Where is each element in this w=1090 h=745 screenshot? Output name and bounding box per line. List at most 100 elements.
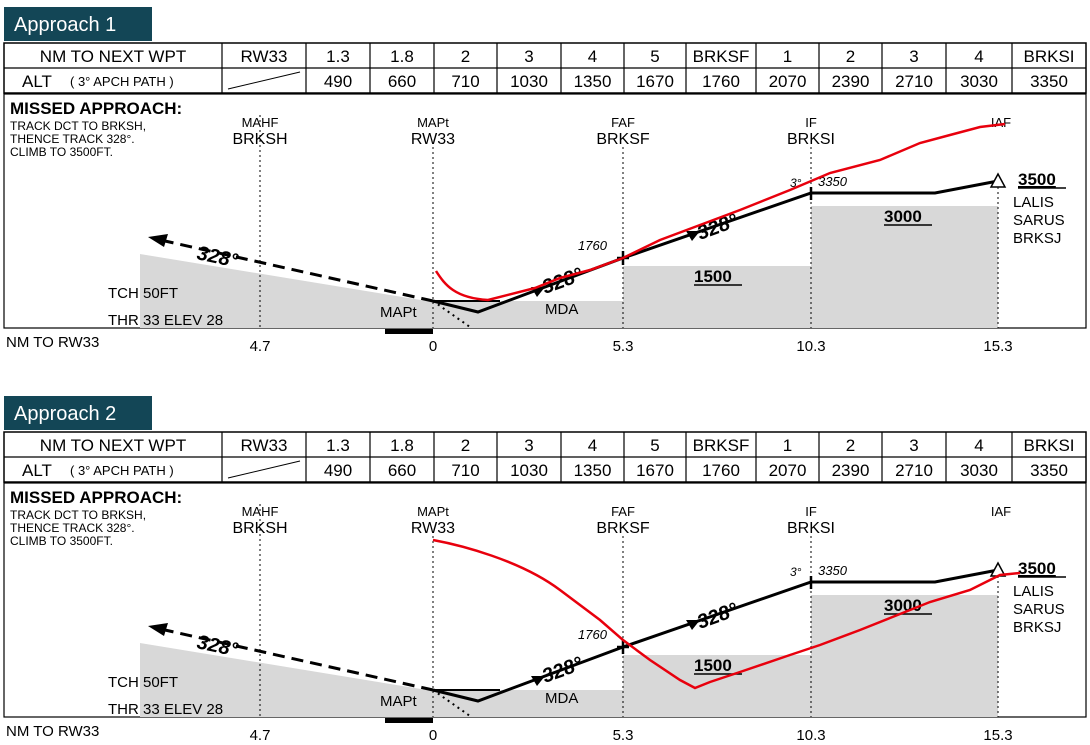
table-cell-alt: 3030 bbox=[960, 461, 998, 480]
missed-approach-line: TRACK DCT TO BRKSH, bbox=[10, 119, 146, 133]
iaf-triangle bbox=[989, 172, 1007, 188]
terrain-area-1500 bbox=[623, 655, 811, 717]
thr-label: THR 33 ELEV 28 bbox=[108, 312, 223, 329]
axis-tick-label: 15.3 bbox=[983, 727, 1012, 744]
table-cell-alt: 660 bbox=[388, 461, 416, 480]
mda-label: MDA bbox=[545, 690, 578, 707]
approach-arrowhead bbox=[686, 620, 700, 630]
table-cell-nm: 3 bbox=[909, 436, 918, 455]
msa-1500: 1500 bbox=[694, 267, 732, 286]
iaf-fix-name: SARUS bbox=[1013, 212, 1065, 229]
table-cell-alt: 490 bbox=[324, 72, 352, 91]
row-label-alt: ALT bbox=[22, 72, 52, 91]
table-cell-nm: 4 bbox=[588, 47, 597, 66]
mahf-fix-name: BRKSH bbox=[232, 131, 287, 148]
axis-tick-label: 0 bbox=[429, 727, 437, 744]
glide-angle: 3° bbox=[790, 565, 802, 579]
missed-approach-line: THENCE TRACK 328°. bbox=[10, 132, 135, 146]
iaf-fix-name: LALIS bbox=[1013, 194, 1054, 211]
table-cell-nm: 2 bbox=[846, 436, 855, 455]
table-cell-nm: RW33 bbox=[241, 436, 288, 455]
visual-segment bbox=[432, 689, 471, 717]
approach-arrowhead bbox=[531, 676, 545, 686]
table-cell-nm: RW33 bbox=[241, 47, 288, 66]
table-cell-nm: 5 bbox=[650, 436, 659, 455]
faf-fix-name: BRKSF bbox=[596, 131, 650, 148]
table-cell-nm: 5 bbox=[650, 47, 659, 66]
table-cell-alt: 3350 bbox=[1030, 461, 1068, 480]
terrain-area-missed bbox=[140, 254, 433, 328]
mapt-fix-name: RW33 bbox=[411, 131, 455, 148]
missed-approach-path bbox=[164, 628, 434, 692]
approach-tag-label: Approach 2 bbox=[14, 403, 116, 425]
mapt-small-label: MAPt bbox=[380, 693, 418, 710]
iaf-fix-name: SARUS bbox=[1013, 601, 1065, 618]
missed-approach-arrowhead bbox=[148, 234, 168, 247]
table-cell-nm: 1.3 bbox=[326, 47, 350, 66]
table-cell-alt: 2070 bbox=[769, 72, 807, 91]
table-cell-nm: 1.3 bbox=[326, 436, 350, 455]
if-label: IF bbox=[805, 115, 817, 130]
row-label-nm-to-next-wpt: NM TO NEXT WPT bbox=[40, 47, 186, 66]
approach-tag bbox=[4, 7, 152, 41]
iaf-fix-name: LALIS bbox=[1013, 583, 1054, 600]
table-cell-nm: BRKSI bbox=[1023, 47, 1074, 66]
terrain-area-missed bbox=[140, 643, 433, 717]
mahf-label: MAHF bbox=[242, 115, 279, 130]
axis-tick-label: 10.3 bbox=[796, 727, 825, 744]
table-cell-nm: 3 bbox=[524, 47, 533, 66]
missed-approach-path bbox=[164, 239, 434, 303]
table-cell-nm: 1 bbox=[783, 47, 792, 66]
axis-tick-label: 4.7 bbox=[250, 338, 271, 355]
approach-track-label: 328° bbox=[694, 599, 741, 634]
faf-label: FAF bbox=[611, 115, 635, 130]
msa-3000: 3000 bbox=[884, 207, 922, 226]
approach-arrowhead bbox=[686, 231, 700, 241]
msa-1500: 1500 bbox=[694, 656, 732, 675]
thr-label: THR 33 ELEV 28 bbox=[108, 701, 223, 718]
tch-label: TCH 50FT bbox=[108, 285, 178, 302]
axis-tick-label: 4.7 bbox=[250, 727, 271, 744]
terrain-area-3000 bbox=[811, 595, 998, 717]
table-cell-nm: 3 bbox=[524, 436, 533, 455]
table-diagonal bbox=[227, 71, 301, 90]
mapt-fix-name: RW33 bbox=[411, 520, 455, 537]
table-cell-alt: 3030 bbox=[960, 72, 998, 91]
terrain-area-3000 bbox=[811, 206, 998, 328]
iaf-altitude: 3500 bbox=[1018, 559, 1056, 578]
row-label-alt: ALT bbox=[22, 461, 52, 480]
missed-approach-line: CLIMB TO 3500FT. bbox=[10, 145, 113, 159]
table-cell-alt: 710 bbox=[451, 461, 479, 480]
table-cell-nm: 4 bbox=[974, 47, 983, 66]
table-cell-alt: 1030 bbox=[510, 72, 548, 91]
table-cell-nm: 4 bbox=[588, 436, 597, 455]
faf-altitude: 1760 bbox=[578, 238, 608, 253]
table-cell-alt: 1670 bbox=[636, 72, 674, 91]
terrain-area-1500 bbox=[623, 266, 811, 328]
mahf-fix-name: BRKSH bbox=[232, 520, 287, 537]
table-cell-nm: 2 bbox=[846, 47, 855, 66]
iaf-altitude: 3500 bbox=[1018, 170, 1056, 189]
axis-label: NM TO RW33 bbox=[6, 723, 99, 740]
approach-tag bbox=[4, 396, 152, 430]
missed-approach-title: MISSED APPROACH: bbox=[10, 99, 182, 118]
axis-tick-label: 15.3 bbox=[983, 338, 1012, 355]
table-cell-alt: 490 bbox=[324, 461, 352, 480]
mapt-label: MAPt bbox=[417, 504, 449, 519]
table-cell-alt: 1760 bbox=[702, 72, 740, 91]
iaf-fix-name: BRKSJ bbox=[1013, 230, 1061, 247]
missed-approach-arrowhead bbox=[148, 623, 168, 636]
terrain-area-mda bbox=[433, 690, 623, 717]
approach-track-label: 328° bbox=[539, 264, 586, 299]
approach-tag-label: Approach 1 bbox=[14, 14, 116, 36]
missed-approach-line: THENCE TRACK 328°. bbox=[10, 521, 135, 535]
table-cell-nm: 1.8 bbox=[390, 436, 414, 455]
missed-approach-line: CLIMB TO 3500FT. bbox=[10, 534, 113, 548]
iaf-label: IAF bbox=[991, 115, 1011, 130]
table-cell-alt: 2390 bbox=[832, 72, 870, 91]
table-cell-alt: 2710 bbox=[895, 72, 933, 91]
table-cell-nm: BRKSI bbox=[1023, 436, 1074, 455]
approach-track-label: 328° bbox=[539, 653, 586, 688]
mda-label: MDA bbox=[545, 301, 578, 318]
